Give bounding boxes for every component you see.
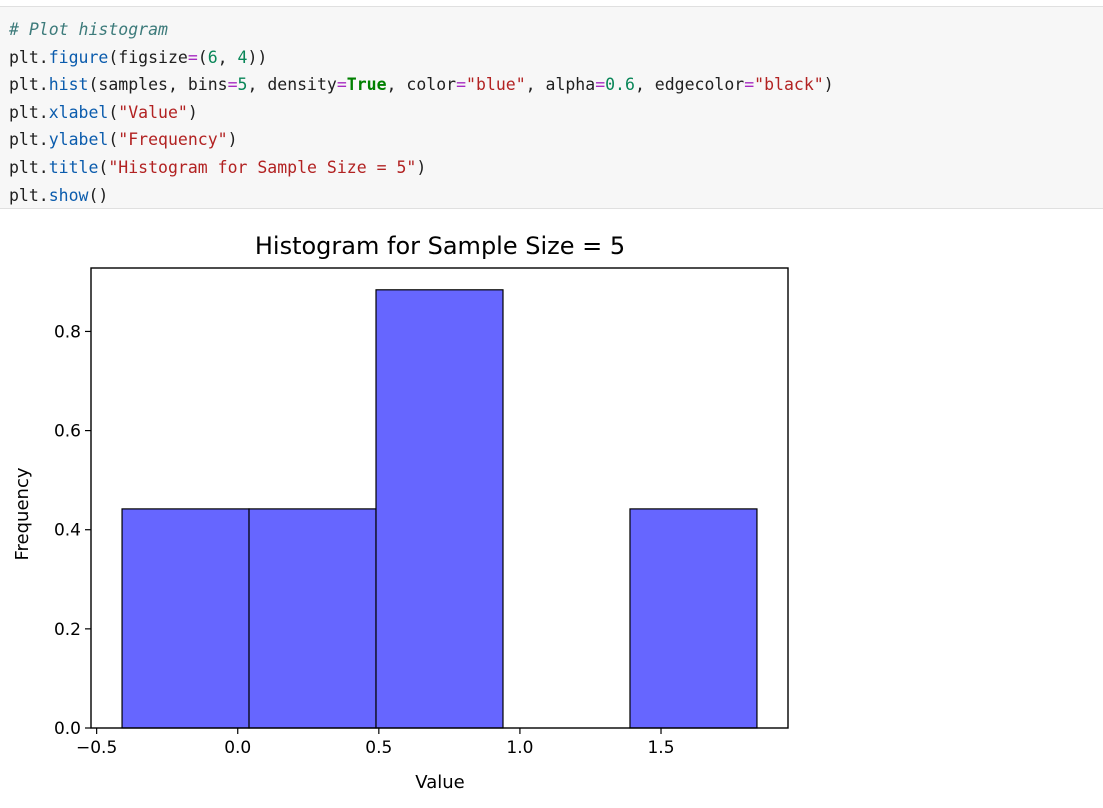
y-tick-label: 0.8 <box>54 322 81 342</box>
y-tick-label: 0.4 <box>54 521 81 541</box>
code-token: 5 <box>237 75 248 95</box>
code-token: , alpha <box>525 75 596 95</box>
x-tick-label: 1.5 <box>647 738 674 758</box>
code-line: plt.show() <box>9 182 834 210</box>
code-token: ) <box>416 157 427 177</box>
code-token: show <box>48 185 89 205</box>
code-token: )) <box>247 47 268 67</box>
code-cell[interactable]: # Plot histogram plt.figure(figsize=(6, 4… <box>0 6 1103 209</box>
histogram-bar-2 <box>248 508 377 729</box>
y-tick-label: 0.0 <box>54 719 81 739</box>
code-token: plt. <box>9 157 49 177</box>
code-token: = <box>744 75 755 95</box>
code-token: , <box>217 47 238 67</box>
code-token: # Plot histogram <box>9 20 168 39</box>
code-token: "Histogram for Sample Size = 5" <box>108 157 417 177</box>
code-token: 6 <box>207 47 218 67</box>
y-axis-label: Frequency <box>12 467 33 560</box>
code-token: = <box>227 75 238 95</box>
code-token: ylabel <box>48 130 109 150</box>
histogram-bar-1 <box>121 508 250 729</box>
code-editor[interactable]: # Plot histogram plt.figure(figsize=(6, 4… <box>9 16 834 209</box>
code-line: # Plot histogram <box>9 16 834 44</box>
code-token: "blue" <box>466 75 526 95</box>
code-token: plt. <box>9 75 49 95</box>
code-token: (samples, bins <box>88 75 228 95</box>
code-token: xlabel <box>48 102 109 122</box>
code-token: , edgecolor <box>634 75 745 95</box>
code-token: plt. <box>9 185 49 205</box>
code-token: plt. <box>9 102 49 122</box>
x-tick-label: 0.0 <box>224 738 251 758</box>
histogram-figure: Histogram for Sample Size = 5 Frequency … <box>12 232 789 793</box>
code-token: ( <box>108 130 119 150</box>
x-tick-label: 1.0 <box>506 738 533 758</box>
code-token: ) <box>823 75 834 95</box>
code-token: ( <box>197 47 208 67</box>
code-line: plt.figure(figsize=(6, 4)) <box>9 44 834 72</box>
x-tick-label: −0.5 <box>76 738 117 758</box>
code-token: title <box>48 157 99 177</box>
code-token: , density <box>247 75 337 95</box>
code-token: "black" <box>754 75 824 95</box>
code-token: plt. <box>9 47 49 67</box>
code-token: plt. <box>9 130 49 150</box>
code-line: plt.ylabel("Frequency") <box>9 126 834 154</box>
code-token: ( <box>98 157 109 177</box>
code-token: (figsize <box>108 47 188 67</box>
code-token: figure <box>48 47 109 67</box>
y-tick-label: 0.6 <box>54 422 81 442</box>
code-line: plt.title("Histogram for Sample Size = 5… <box>9 154 834 182</box>
plot-frame <box>90 267 789 729</box>
code-token: = <box>595 75 606 95</box>
code-token: "Value" <box>118 102 188 122</box>
code-token: = <box>187 47 198 67</box>
code-token: hist <box>48 75 89 95</box>
code-token: "Frequency" <box>118 130 228 150</box>
code-token: = <box>336 75 347 95</box>
code-token: 0.6 <box>605 75 635 95</box>
code-token: = <box>456 75 467 95</box>
code-token: () <box>88 185 109 205</box>
code-token: 4 <box>237 47 248 67</box>
code-token: ( <box>108 102 119 122</box>
y-tick-label: 0.2 <box>54 620 81 640</box>
code-token: , color <box>386 75 457 95</box>
histogram-bar-5 <box>629 508 758 729</box>
code-line: plt.hist(samples, bins=5, density=True, … <box>9 71 834 99</box>
code-token: ) <box>187 102 198 122</box>
x-tick-label: 0.5 <box>365 738 392 758</box>
x-axis-label: Value <box>415 772 464 793</box>
chart-title: Histogram for Sample Size = 5 <box>255 232 625 260</box>
code-line: plt.xlabel("Value") <box>9 99 834 127</box>
histogram-bar-3 <box>375 289 504 729</box>
code-token: True <box>346 75 387 95</box>
code-token: ) <box>227 130 238 150</box>
